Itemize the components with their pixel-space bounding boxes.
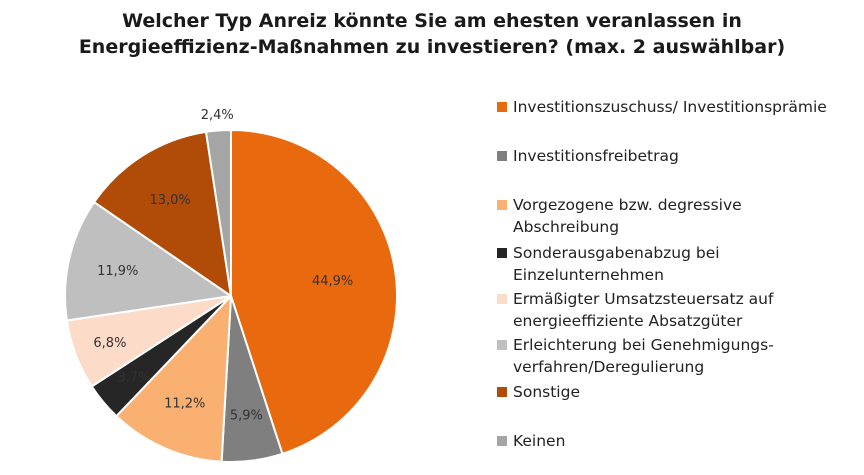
legend-swatch (497, 294, 507, 304)
chart-legend: Investitionszuschuss/ Investitionsprämie… (497, 0, 864, 475)
data-label: 2,4% (201, 108, 234, 123)
legend-item: Sonstige (497, 381, 580, 403)
data-label: 44,9% (312, 274, 353, 289)
legend-label: Investitionszuschuss/ Investitionsprämie (513, 98, 827, 116)
legend-swatch (497, 151, 507, 161)
data-label: 3,7% (117, 371, 150, 386)
chart-title-line-1: Welcher Typ Anreiz könnte Sie am ehesten… (122, 10, 742, 32)
legend-item: Erleichterung bei Genehmigungs- verfahre… (497, 334, 774, 378)
legend-swatch (497, 436, 507, 446)
data-label: 13,0% (149, 193, 190, 208)
legend-label: Vorgezogene bzw. degressive Abschreibung (513, 196, 742, 236)
pie-slice (205, 129, 232, 297)
data-label: 11,9% (97, 264, 138, 279)
legend-item: Investitionsfreibetrag (497, 145, 679, 167)
data-label: 6,8% (93, 336, 126, 351)
legend-swatch (497, 102, 507, 112)
legend-item: Ermäßigter Umsatzsteuersatz auf energiee… (497, 288, 773, 332)
data-label: 11,2% (164, 397, 205, 412)
legend-label: Sonstige (513, 383, 580, 401)
legend-label: Ermäßigter Umsatzsteuersatz auf energiee… (513, 290, 774, 330)
legend-label: Investitionsfreibetrag (513, 147, 679, 165)
data-label: 5,9% (230, 409, 263, 424)
pie-slice (230, 129, 398, 455)
chart-title-line-2: Energieeffizienz-Maßnahmen zu investiere… (78, 36, 786, 58)
pie-slice (115, 295, 232, 463)
pie-slice (64, 201, 232, 322)
chart-title: Welcher Typ Anreiz könnte Sie am ehesten… (0, 8, 864, 60)
legend-item: Vorgezogene bzw. degressive Abschreibung (497, 194, 742, 238)
legend-item: Investitionszuschuss/ Investitionsprämie (497, 96, 827, 118)
legend-swatch (497, 387, 507, 397)
legend-label: Erleichterung bei Genehmigungs- verfahre… (513, 336, 774, 376)
legend-swatch (497, 200, 507, 210)
legend-item: Keinen (497, 430, 565, 452)
pie-slice (93, 130, 232, 297)
legend-swatch (497, 340, 507, 350)
legend-swatch (497, 248, 507, 258)
legend-item: Sonderausgabenabzug bei Einzelunternehme… (497, 242, 720, 286)
legend-label: Sonderausgabenabzug bei Einzelunternehme… (513, 244, 720, 284)
legend-label: Keinen (513, 432, 566, 450)
